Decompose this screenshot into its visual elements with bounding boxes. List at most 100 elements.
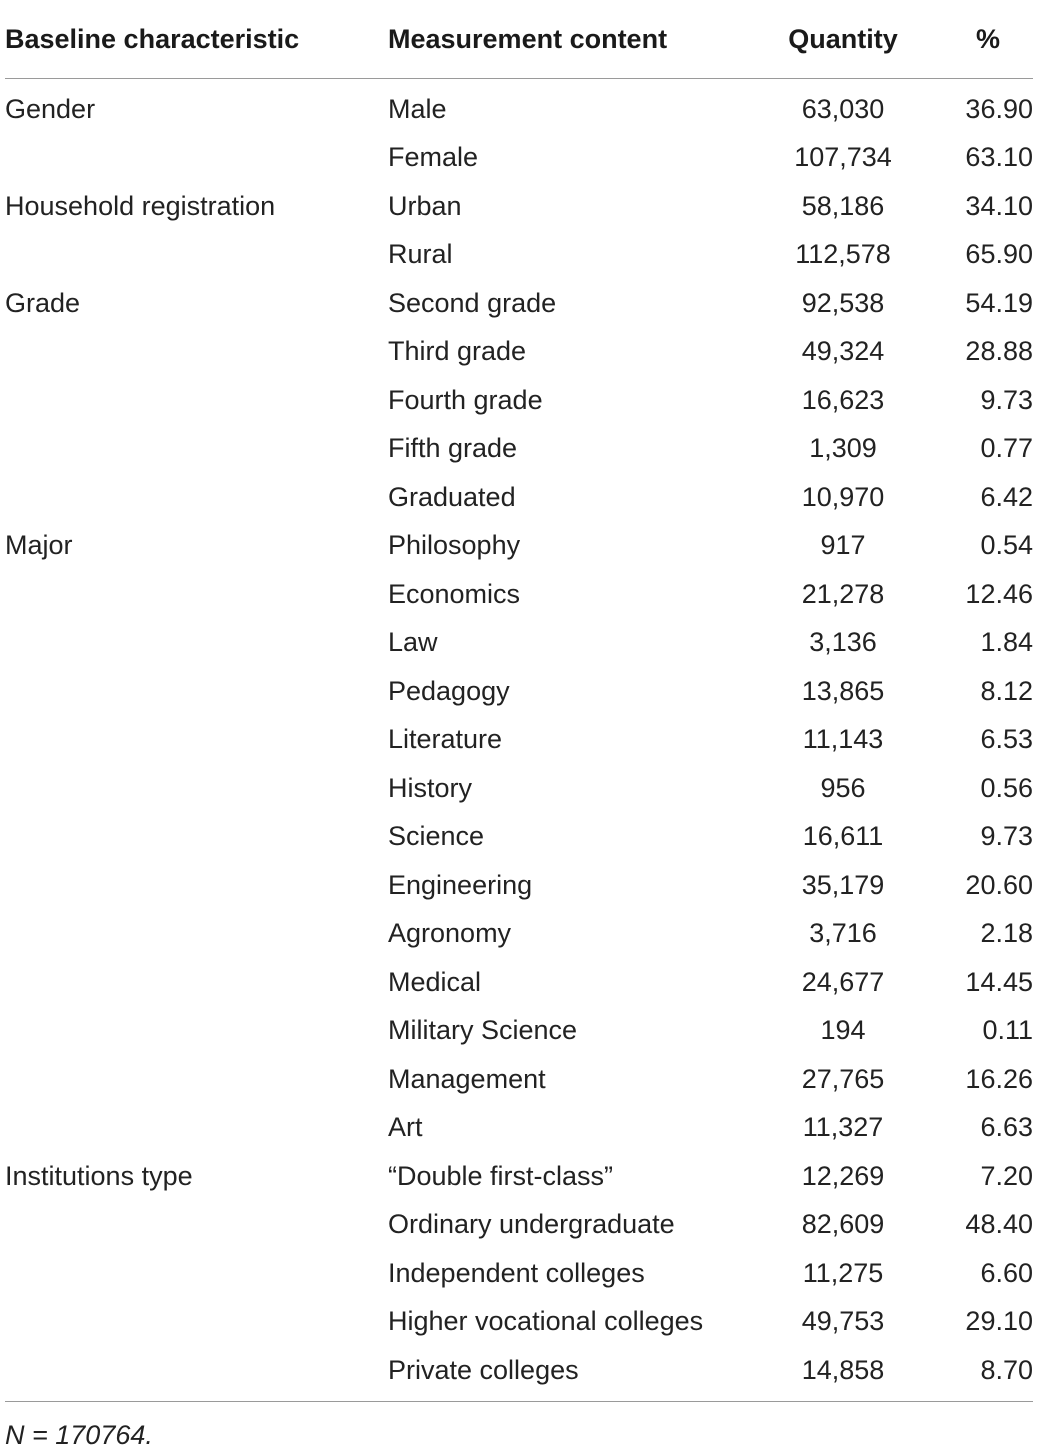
cell-percent: 0.54 [980, 530, 1033, 561]
cell-percent: 14.45 [965, 966, 1033, 997]
cell-characteristic: Major [5, 530, 73, 561]
cell-measurement: Fourth grade [388, 384, 543, 415]
table-row: Management 27,765 16.26 [5, 1055, 1033, 1104]
cell-percent: 2.18 [980, 918, 1033, 949]
cell-quantity: 956 [820, 772, 866, 803]
cell-characteristic [5, 813, 388, 862]
cell-measurement: Third grade [388, 336, 527, 367]
cell-quantity: 49,324 [801, 336, 885, 367]
cell-characteristic [5, 134, 388, 183]
cell-percent: 34.10 [965, 190, 1033, 221]
cell-percent: 65.90 [965, 239, 1033, 270]
table-row: Rural 112,578 65.90 [5, 231, 1033, 280]
table-row: Higher vocational colleges 49,753 29.10 [5, 1298, 1033, 1347]
cell-percent: 12.46 [965, 578, 1033, 609]
cell-quantity: 92,538 [801, 287, 885, 318]
cell-percent: 0.77 [980, 433, 1033, 464]
cell-measurement: Economics [388, 578, 521, 609]
table-row: Art 11,327 6.63 [5, 1104, 1033, 1153]
cell-measurement: History [388, 772, 473, 803]
table-row: Institutions type “Double first-class” 12,… [5, 1152, 1033, 1201]
header-quantity: Quantity [763, 0, 923, 79]
cell-characteristic [5, 1346, 388, 1402]
cell-quantity: 58,186 [801, 190, 885, 221]
cell-measurement: Philosophy [388, 530, 521, 561]
table-row: Major Philosophy 917 0.54 [5, 522, 1033, 571]
cell-characteristic [5, 328, 388, 377]
cell-measurement: Second grade [388, 287, 557, 318]
cell-quantity: 49,753 [801, 1306, 885, 1337]
cell-measurement: Agronomy [388, 918, 512, 949]
cell-percent: 0.11 [982, 1015, 1033, 1046]
cell-measurement: Urban [388, 190, 462, 221]
table-row: Agronomy 3,716 2.18 [5, 910, 1033, 959]
table-row: Ordinary undergraduate 82,609 48.40 [5, 1201, 1033, 1250]
cell-characteristic [5, 1249, 388, 1298]
cell-percent: 6.53 [980, 724, 1033, 755]
cell-quantity: 21,278 [801, 578, 885, 609]
cell-characteristic [5, 764, 388, 813]
cell-characteristic [5, 473, 388, 522]
cell-percent: 20.60 [965, 869, 1033, 900]
cell-measurement: Art [388, 1112, 423, 1143]
cell-quantity: 82,609 [801, 1209, 885, 1240]
cell-percent: 48.40 [965, 1209, 1033, 1240]
table-row: Private colleges 14,858 8.70 [5, 1346, 1033, 1402]
cell-characteristic: Grade [5, 287, 81, 318]
cell-characteristic [5, 376, 388, 425]
cell-characteristic: Household registration [5, 190, 276, 221]
cell-measurement: Science [388, 821, 485, 852]
cell-percent: 29.10 [965, 1306, 1033, 1337]
table-row: Pedagogy 13,865 8.12 [5, 667, 1033, 716]
table-row: Independent colleges 11,275 6.60 [5, 1249, 1033, 1298]
table-row: Fourth grade 16,623 9.73 [5, 376, 1033, 425]
cell-measurement: Ordinary undergraduate [388, 1209, 675, 1240]
table-row: Military Science 194 0.11 [5, 1007, 1033, 1056]
cell-measurement: Fifth grade [388, 433, 518, 464]
cell-percent: 9.73 [980, 384, 1033, 415]
cell-characteristic: Gender [5, 93, 96, 124]
cell-characteristic [5, 619, 388, 668]
cell-quantity: 14,858 [763, 1346, 923, 1402]
table-row: Household registration Urban 58,186 34.10 [5, 182, 1033, 231]
cell-quantity: 27,765 [801, 1063, 885, 1094]
table-body: Gender Male 63,030 36.90 Female 107,734 63.10 H… [5, 79, 1033, 1402]
cell-quantity: 35,179 [801, 869, 885, 900]
cell-quantity: 11,327 [802, 1112, 884, 1143]
header-baseline-characteristic: Baseline characteristic [5, 0, 388, 79]
cell-quantity: 3,136 [809, 627, 877, 658]
cell-characteristic [5, 1104, 388, 1153]
cell-characteristic [5, 958, 388, 1007]
cell-percent: 16.26 [965, 1063, 1033, 1094]
cell-quantity: 112,578 [795, 239, 891, 270]
cell-characteristic [5, 1298, 388, 1347]
cell-percent: 6.60 [980, 1257, 1033, 1288]
cell-quantity: 10,970 [801, 481, 885, 512]
cell-measurement: Law [388, 627, 438, 658]
cell-quantity: 107,734 [794, 142, 892, 173]
table-row: Gender Male 63,030 36.90 [5, 79, 1033, 134]
cell-percent: 8.70 [923, 1346, 1033, 1402]
cell-measurement: Higher vocational colleges [388, 1306, 704, 1337]
table-row: Law 3,136 1.84 [5, 619, 1033, 668]
cell-quantity: 1,309 [809, 433, 877, 464]
table-row: Engineering 35,179 20.60 [5, 861, 1033, 910]
cell-measurement: Rural [388, 239, 453, 270]
header-row: Baseline characteristic Measurement cont… [5, 0, 1033, 79]
cell-quantity: 24,677 [801, 966, 885, 997]
cell-measurement: Graduated [388, 481, 516, 512]
cell-measurement: Literature [388, 724, 503, 755]
cell-quantity: 63,030 [801, 93, 885, 124]
cell-measurement: Male [388, 93, 447, 124]
table-footnote: N = 170764. [5, 1420, 153, 1450]
table-row: Female 107,734 63.10 [5, 134, 1033, 183]
cell-percent: 7.20 [980, 1160, 1033, 1191]
cell-characteristic [5, 1055, 388, 1104]
cell-quantity: 12,269 [801, 1160, 885, 1191]
cell-measurement: Medical [388, 966, 482, 997]
cell-quantity: 13,865 [801, 675, 885, 706]
cell-percent: 1.84 [980, 627, 1033, 658]
cell-measurement: Management [388, 1063, 546, 1094]
cell-characteristic [5, 570, 388, 619]
table-row: Grade Second grade 92,538 54.19 [5, 279, 1033, 328]
